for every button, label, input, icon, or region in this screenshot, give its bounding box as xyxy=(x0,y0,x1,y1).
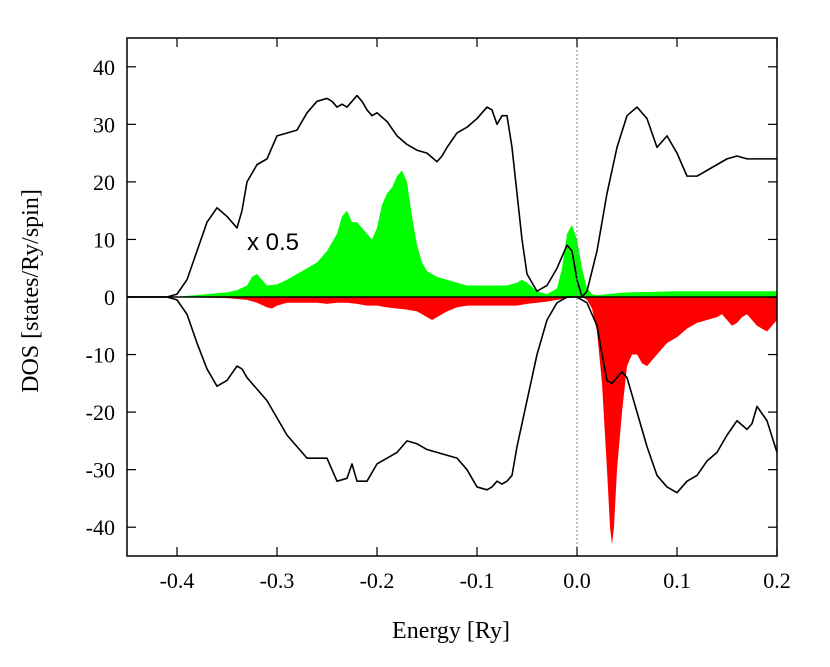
dos-lines xyxy=(127,94,778,494)
y-tick-label: 20 xyxy=(93,170,115,195)
y-tick-label: 40 xyxy=(93,55,115,80)
x-axis-title: Energy [Ry] xyxy=(392,618,510,644)
x-tick-label: -0.4 xyxy=(160,568,195,593)
spin-up-total-line xyxy=(127,94,777,298)
y-tick-label: -10 xyxy=(86,343,115,368)
x-tick-label: 0.0 xyxy=(563,568,591,593)
y-axis-title: DOS [states/Ry/spin] xyxy=(18,189,44,393)
x-tick-label: -0.3 xyxy=(260,568,295,593)
area-fills xyxy=(127,170,777,545)
x-tick-label: -0.1 xyxy=(460,568,495,593)
plot-frame xyxy=(126,37,778,557)
y-tick-label: -40 xyxy=(86,515,115,540)
axis-ticks: -0.4 -0.3 -0.2 -0.1 0.0 0.1 0.2 40 30 20 10 0 -10 -20… xyxy=(86,38,791,593)
spin-down-total-line xyxy=(127,296,778,494)
y-tick-label: -20 xyxy=(86,400,115,425)
x-tick-label: 0.2 xyxy=(763,568,791,593)
y-tick-label: 10 xyxy=(93,227,115,252)
scale-annotation: x 0.5 xyxy=(247,229,299,256)
y-tick-label: 0 xyxy=(104,285,115,310)
y-tick-label: -30 xyxy=(86,458,115,483)
spin-down-projected-fill xyxy=(127,297,777,545)
x-tick-label: 0.1 xyxy=(663,568,691,593)
x-tick-label: -0.2 xyxy=(360,568,395,593)
y-tick-label: 30 xyxy=(93,112,115,137)
